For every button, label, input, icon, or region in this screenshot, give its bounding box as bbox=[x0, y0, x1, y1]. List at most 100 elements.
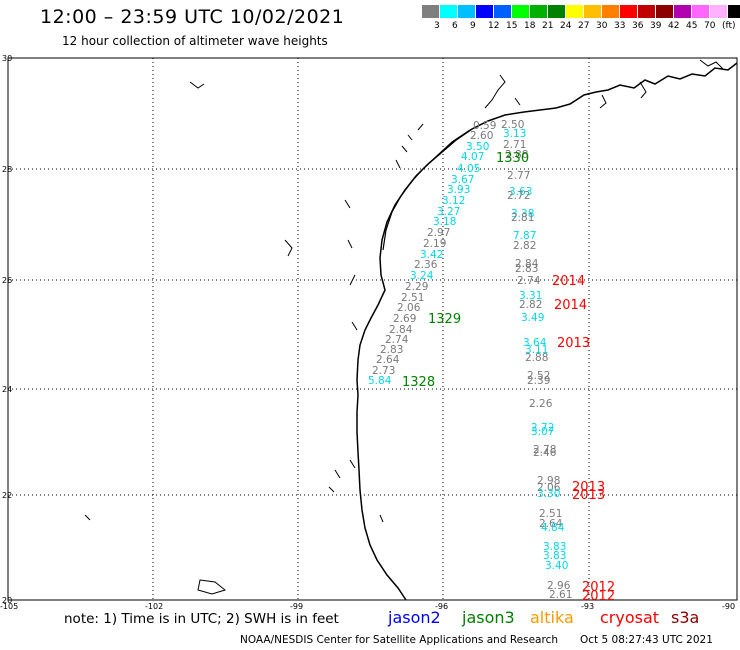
swh-value: 2.83 bbox=[515, 263, 538, 275]
legend-label: 30 bbox=[596, 21, 608, 31]
legend-label: 3 bbox=[434, 21, 440, 31]
satellite-altika: altika bbox=[530, 608, 574, 627]
swh-value: 3.83 bbox=[543, 550, 566, 562]
swh-value: 4.07 bbox=[461, 151, 484, 163]
pass-number: 1330 bbox=[496, 151, 529, 166]
legend-swatch bbox=[602, 5, 620, 18]
legend-swatch bbox=[674, 5, 692, 18]
swh-value: 3.40 bbox=[545, 560, 568, 572]
graticule bbox=[8, 58, 737, 600]
lon-label: -96 bbox=[435, 602, 448, 611]
lon-label: -102 bbox=[145, 602, 163, 611]
legend-swatch bbox=[656, 5, 674, 18]
lon-label: -93 bbox=[581, 602, 594, 611]
satellite-s3a: s3a bbox=[671, 608, 700, 627]
credit-line: NOAA/NESDIS Center for Satellite Applica… bbox=[240, 634, 558, 646]
lat-label: 26 bbox=[2, 276, 12, 285]
satellite-jason2: jason2 bbox=[388, 608, 441, 627]
lat-label: 24 bbox=[2, 385, 12, 394]
legend-swatch bbox=[512, 5, 530, 18]
legend-swatch bbox=[710, 5, 728, 18]
lat-label: 22 bbox=[2, 491, 12, 500]
swh-values: 0.59 2.50 2.60 3.132.71 3.50 2.88 4.074.05 2.77… bbox=[368, 119, 572, 601]
swh-value: 3.83 bbox=[543, 541, 566, 553]
pass-number: 2014 bbox=[552, 274, 585, 289]
swh-value: 2.78 bbox=[533, 444, 556, 456]
legend-label: 21 bbox=[542, 21, 554, 31]
pass-number: 2014 bbox=[554, 298, 587, 313]
swh-value: 2.06 bbox=[397, 302, 421, 314]
swh-value: 3.50 bbox=[466, 141, 489, 153]
swh-value: 2.51 bbox=[401, 292, 424, 304]
swh-value: 2.19 bbox=[423, 238, 446, 250]
lon-label: -90 bbox=[722, 602, 735, 611]
swh-value: 2.98 bbox=[537, 475, 560, 487]
swh-value: 2.72 bbox=[531, 422, 554, 434]
pass-number: 1329 bbox=[428, 312, 461, 327]
lon-labels: -105 -102 -99 -96 -93 -90 bbox=[0, 602, 735, 611]
legend-swatch bbox=[548, 5, 566, 18]
swh-value: 3.13 bbox=[503, 128, 526, 140]
lon-label: -105 bbox=[0, 602, 18, 611]
lat-labels: 30 28 26 24 22 20 bbox=[2, 54, 12, 605]
legend-swatch bbox=[440, 5, 458, 18]
legend-swatch bbox=[584, 5, 602, 18]
pass-number: 2013 bbox=[572, 488, 605, 503]
swh-value: 2.36 bbox=[414, 259, 438, 271]
swh-value: 2.74 bbox=[385, 334, 409, 346]
swh-value: 3.67 bbox=[451, 174, 474, 186]
lon-label: -99 bbox=[290, 602, 303, 611]
legend-label: (ft) bbox=[722, 21, 736, 31]
swh-value: 4.84 bbox=[541, 522, 565, 534]
swh-value: 2.60 bbox=[470, 130, 493, 142]
swh-value: 2.61 bbox=[549, 589, 572, 601]
swh-value: 3.27 bbox=[437, 206, 460, 218]
swh-value: 0.59 bbox=[473, 120, 496, 132]
swh-value: 2.26 bbox=[529, 398, 553, 410]
swh-value: 4.05 bbox=[457, 163, 480, 175]
satellite-cryosat: cryosat bbox=[600, 608, 660, 627]
swh-value: 3.07 bbox=[531, 426, 554, 438]
legend-swatch bbox=[530, 5, 548, 18]
swh-value: 2.51 bbox=[539, 508, 562, 520]
lat-label: 30 bbox=[2, 54, 12, 63]
swh-value: 2.72 bbox=[507, 190, 530, 202]
legend-label: 15 bbox=[506, 21, 518, 31]
swh-value: 2.77 bbox=[507, 170, 530, 182]
legend-label: 42 bbox=[668, 21, 680, 31]
legend-label: 33 bbox=[614, 21, 626, 31]
swh-value: 2.06 bbox=[537, 482, 561, 494]
legend-label: 39 bbox=[650, 21, 662, 31]
swh-value: 2.71 bbox=[503, 139, 526, 151]
pass-number: 1328 bbox=[402, 375, 435, 390]
legend-label: 12 bbox=[488, 21, 500, 31]
legend-label: 36 bbox=[632, 21, 644, 31]
swh-value: 3.30 bbox=[537, 488, 560, 500]
legend-swatch bbox=[422, 5, 440, 18]
legend-label: 70 bbox=[704, 21, 716, 31]
swh-value: 3.38 bbox=[511, 208, 534, 220]
swh-value: 3.63 bbox=[509, 186, 532, 198]
swh-value: 2.74 bbox=[517, 275, 541, 287]
coast-detail bbox=[84, 59, 725, 595]
swh-value: 3.12 bbox=[442, 195, 465, 207]
map-title: 12:00 – 23:59 UTC 10/02/2021 bbox=[40, 6, 345, 28]
swh-value: 3.11 bbox=[525, 344, 548, 356]
swh-value: 2.52 bbox=[527, 370, 550, 382]
swh-value: 2.39 bbox=[527, 375, 550, 387]
generated-timestamp: Oct 5 08:27:43 UTC 2021 bbox=[580, 634, 713, 646]
legend-label: 24 bbox=[560, 21, 572, 31]
legend-label: 27 bbox=[578, 21, 590, 31]
pass-number: 2012 bbox=[582, 589, 615, 604]
legend-label: 6 bbox=[452, 21, 458, 31]
swh-value: 3.64 bbox=[523, 337, 547, 349]
map-subtitle: 12 hour collection of altimeter wave hei… bbox=[62, 34, 328, 48]
swh-value: 3.42 bbox=[420, 249, 443, 261]
swh-value: 7.87 bbox=[513, 230, 536, 242]
footnote: note: 1) Time is in UTC; 2) SWH is in fe… bbox=[64, 611, 339, 627]
legend-swatch bbox=[566, 5, 584, 18]
legend-swatch bbox=[620, 5, 638, 18]
swh-value: 5.84 bbox=[368, 375, 392, 387]
